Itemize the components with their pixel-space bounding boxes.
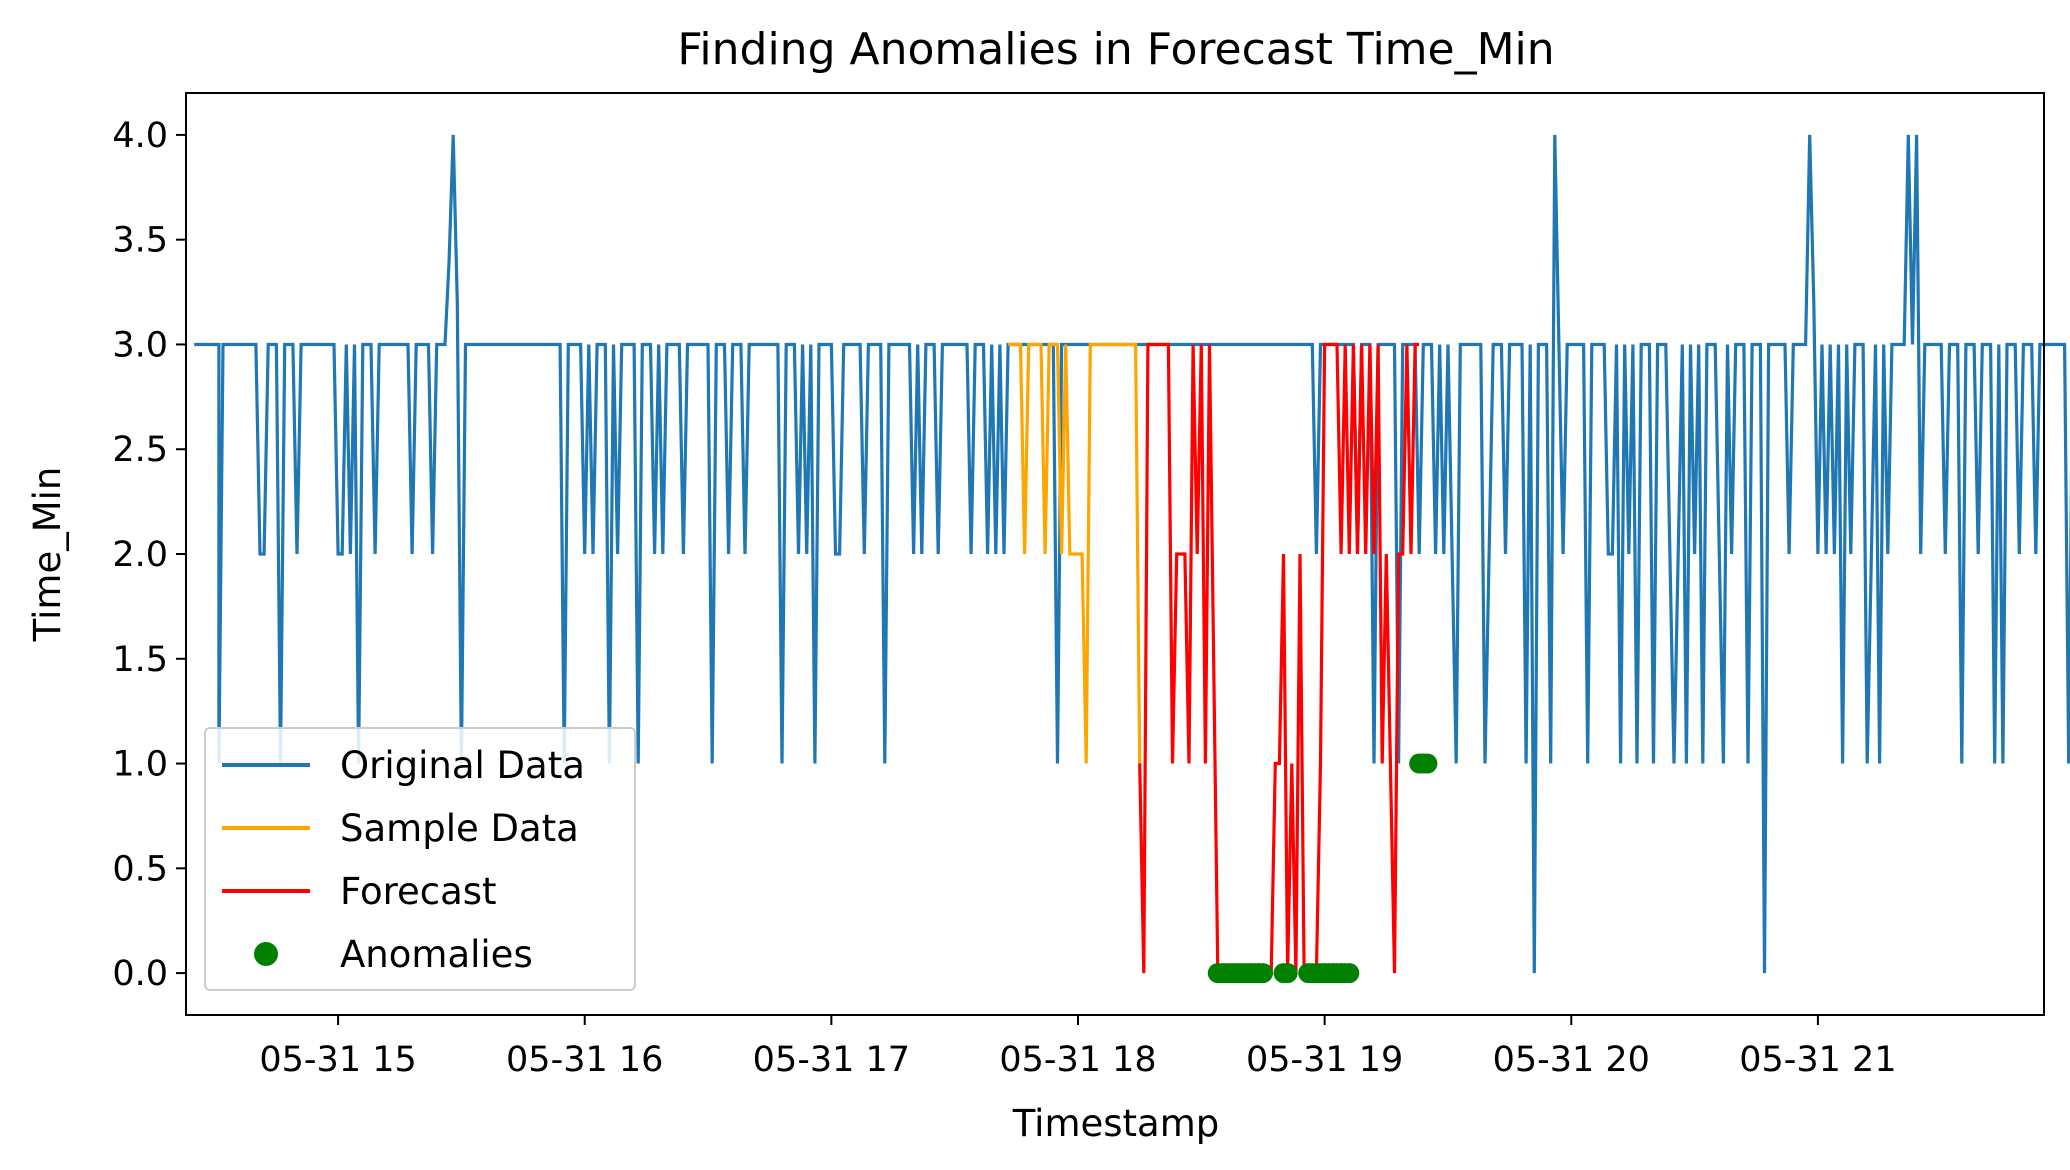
x-axis: 05-31 15 05-31 16 05-31 17 05-31 18 05-31 19… [259,1015,1897,1080]
anomaly-point [1252,963,1273,984]
y-axis: 0.0 0.5 1.0 1.5 2.0 2.5 3.0 3.5 4.0 [112,116,186,994]
series-line-sample-data [1008,342,1142,764]
anomaly-point [1277,963,1298,984]
legend-label: Forecast [340,870,497,913]
legend-label: Sample Data [340,807,579,850]
y-tick-label: 3.5 [112,221,168,261]
y-tick-label: 0.5 [112,849,168,889]
y-tick-label: 0.0 [112,954,168,994]
y-tick-label: 2.0 [112,535,168,575]
plot-data-layer [194,134,2070,984]
x-axis-label: Timestamp [1012,1102,1220,1145]
x-tick-label: 05-31 18 [999,1040,1156,1080]
x-tick-label: 05-31 20 [1493,1040,1650,1080]
legend: Original Data Sample Data Forecast Anomalie… [204,727,636,991]
legend-swatch-dot [254,942,278,966]
series-line-original-data [194,134,2070,974]
legend-box [204,727,636,991]
x-tick-label: 05-31 16 [506,1040,663,1080]
anomaly-point [1339,963,1360,984]
x-tick-label: 05-31 21 [1739,1040,1896,1080]
legend-label: Original Data [340,744,585,787]
y-axis-label: Time_Min [26,467,69,643]
y-tick-label: 1.5 [112,640,168,680]
x-tick-label: 05-31 17 [753,1040,910,1080]
y-tick-label: 2.5 [112,430,168,470]
anomaly-point [1417,753,1438,774]
chart-title: Finding Anomalies in Forecast Time_Min [677,24,1554,75]
y-tick-label: 4.0 [112,116,168,156]
x-tick-label: 05-31 19 [1246,1040,1403,1080]
y-tick-label: 1.0 [112,745,168,785]
x-tick-label: 05-31 15 [259,1040,416,1080]
legend-label: Anomalies [340,933,533,976]
y-tick-label: 3.0 [112,325,168,365]
